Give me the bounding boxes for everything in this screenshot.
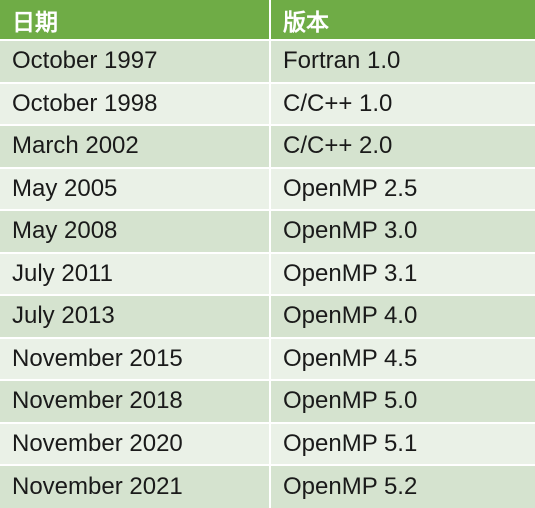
date-cell: July 2013 [0, 294, 271, 338]
version-cell: Fortran 1.0 [270, 39, 535, 83]
header-version: 版本 [270, 0, 535, 40]
table-row: May 2008 OpenMP 3.0 [0, 209, 535, 253]
table-row: November 2015 OpenMP 4.5 [0, 336, 535, 380]
date-cell: November 2015 [0, 336, 271, 380]
date-cell: October 1997 [0, 39, 271, 83]
version-cell: C/C++ 1.0 [270, 81, 535, 125]
header-date: 日期 [0, 0, 271, 40]
table-row: July 2013 OpenMP 4.0 [0, 294, 535, 338]
version-cell: OpenMP 5.0 [270, 379, 535, 423]
table-row: November 2018 OpenMP 5.0 [0, 379, 535, 423]
date-cell: March 2002 [0, 124, 271, 168]
version-cell: OpenMP 2.5 [270, 166, 535, 210]
date-cell: October 1998 [0, 81, 271, 125]
date-cell: July 2011 [0, 251, 271, 295]
version-cell: C/C++ 2.0 [270, 124, 535, 168]
version-cell: OpenMP 4.0 [270, 294, 535, 338]
date-cell: May 2005 [0, 166, 271, 210]
date-cell: November 2021 [0, 464, 271, 508]
version-cell: OpenMP 3.0 [270, 209, 535, 253]
table-header-row: 日期 版本 [0, 0, 535, 40]
date-cell: November 2020 [0, 421, 271, 465]
table-row: October 1997 Fortran 1.0 [0, 39, 535, 83]
date-cell: November 2018 [0, 379, 271, 423]
version-cell: OpenMP 4.5 [270, 336, 535, 380]
table-row: March 2002 C/C++ 2.0 [0, 124, 535, 168]
table-row: October 1998 C/C++ 1.0 [0, 81, 535, 125]
version-cell: OpenMP 3.1 [270, 251, 535, 295]
date-cell: May 2008 [0, 209, 271, 253]
version-cell: OpenMP 5.1 [270, 421, 535, 465]
version-cell: OpenMP 5.2 [270, 464, 535, 508]
table-row: November 2021 OpenMP 5.2 [0, 464, 535, 508]
table-row: July 2011 OpenMP 3.1 [0, 251, 535, 295]
table-row: May 2005 OpenMP 2.5 [0, 166, 535, 210]
table-row: November 2020 OpenMP 5.1 [0, 421, 535, 465]
